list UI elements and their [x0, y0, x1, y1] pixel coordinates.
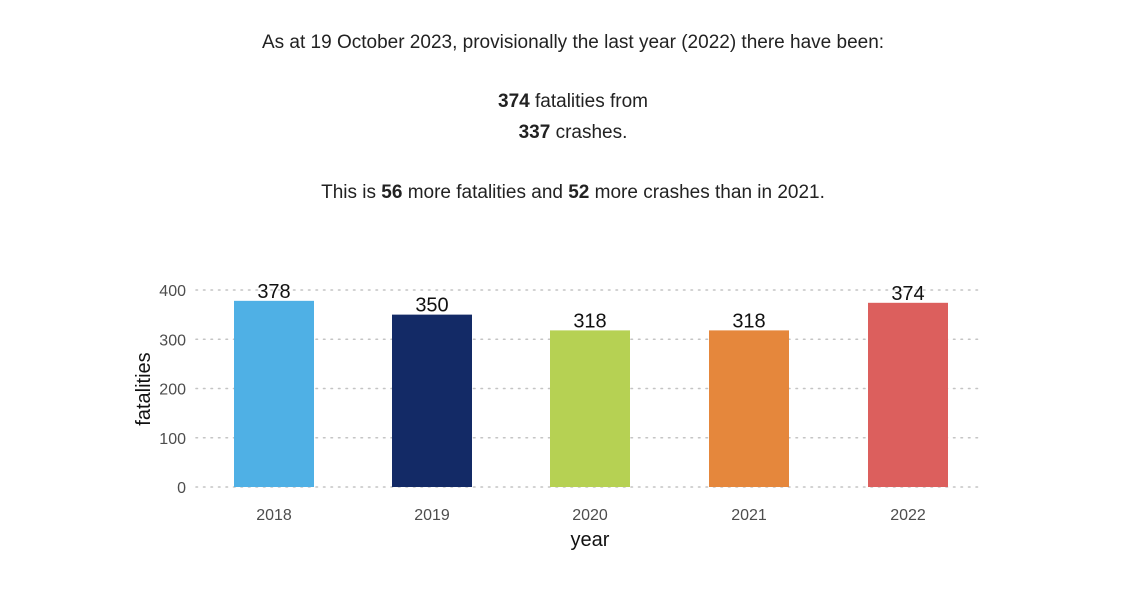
x-tick-label-2020: 2020 — [572, 507, 608, 524]
compare-middle: more fatalities and — [402, 182, 569, 203]
data-label-2021: 318 — [732, 310, 765, 332]
y-tick-label: 400 — [159, 283, 186, 300]
x-tick-label-2022: 2022 — [890, 507, 926, 524]
summary-intro-text: As at 19 October 2023, provisionally the… — [261, 32, 885, 53]
crashes-text: crashes. — [550, 122, 628, 143]
summary-intro: As at 19 October 2023, provisionally the… — [0, 32, 1146, 54]
y-axis-ticks: 0 100 200 300 400 — [159, 283, 186, 497]
x-tick-label-2019: 2019 — [414, 507, 450, 524]
bar-value-labels: 378 350 318 318 374 — [257, 281, 924, 333]
summary-comparison-line: This is 56 more fatalities and 52 more c… — [0, 182, 1146, 204]
summary-crashes-line: 337 crashes. — [0, 122, 1146, 144]
x-tick-label-2021: 2021 — [731, 507, 767, 524]
y-tick-label: 100 — [159, 431, 186, 448]
fatalities-text: fatalities from — [529, 91, 648, 112]
x-tick-label-2018: 2018 — [256, 507, 292, 524]
x-axis-ticks: 2018 2019 2020 2021 2022 — [256, 507, 926, 524]
fatalities-count: 374 — [498, 91, 530, 112]
y-axis-title: fatalities — [133, 352, 155, 425]
bar-2021 — [709, 330, 789, 487]
bars — [234, 300, 948, 487]
compare-suffix: more crashes than in 2021. — [589, 182, 825, 203]
compare-crashes-count: 52 — [568, 182, 590, 203]
data-label-2019: 350 — [415, 295, 448, 317]
y-tick-label: 200 — [159, 382, 186, 399]
bar-2018 — [234, 300, 314, 487]
bar-2022 — [868, 302, 948, 487]
bar-2019 — [392, 314, 472, 487]
y-tick-label: 0 — [177, 480, 186, 497]
data-label-2018: 378 — [257, 281, 290, 303]
x-axis-title: year — [571, 529, 610, 551]
compare-prefix: This is — [321, 182, 382, 203]
y-tick-label: 300 — [159, 332, 186, 349]
compare-fatalities-count: 56 — [381, 182, 403, 203]
summary-fatalities-line: 374 fatalities from — [0, 91, 1146, 113]
data-label-2022: 374 — [891, 283, 924, 305]
crashes-count: 337 — [518, 122, 551, 143]
data-label-2020: 318 — [573, 310, 606, 332]
bar-2020 — [550, 330, 630, 487]
